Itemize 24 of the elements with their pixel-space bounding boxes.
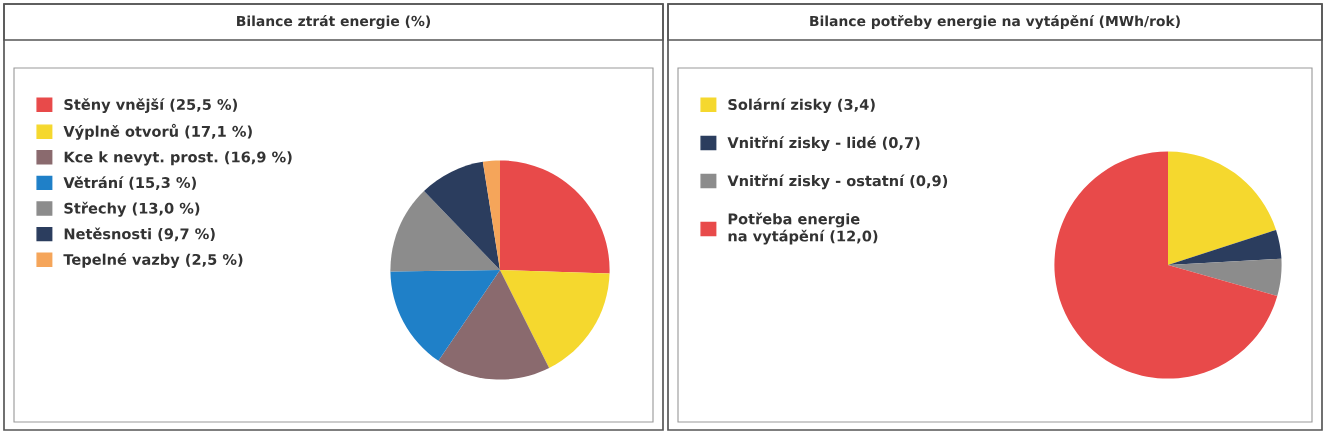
legend-label: Vnitřní zisky - ostatní (0,9) [727,174,948,190]
legend-label: Netěsnosti (9,7 %) [64,227,215,242]
pie-slice [500,270,610,368]
pie-slice [1168,229,1282,265]
pie-slice [423,161,500,270]
pie-slice [438,270,550,380]
pie-slice [390,270,500,361]
legend-label: Výplně otvorů (17,1 %) [63,123,252,140]
legend-label: Kce k nevyt. prost. (16,9 %) [64,151,292,166]
legend-label: Střechy (13,0 %) [64,201,200,217]
legend-label: Stěny vnější (25,5 %) [64,98,237,113]
pie-slice [390,191,500,272]
chart-title: Bilance ztrát energie (%) [237,14,431,30]
legend-label: Tepelné vazby (2,5 %) [63,253,243,268]
pie-slice [482,160,500,270]
chart-title: Bilance potřeby energie na vytápění (MWh/rok) [810,14,1180,30]
legend-label: Solární zisky (3,4) [728,98,875,113]
legend-label: Větrání (15,3 %) [63,176,196,190]
legend-label: Vnitřní zisky - lidé (0,7) [727,136,920,152]
pie-slice [1054,151,1278,379]
pie-slice [1168,151,1277,265]
legend-label: Potřeba energie na vytápění (12,0) [728,212,878,245]
pie-slice [500,160,610,274]
pie-slice [1168,258,1282,297]
